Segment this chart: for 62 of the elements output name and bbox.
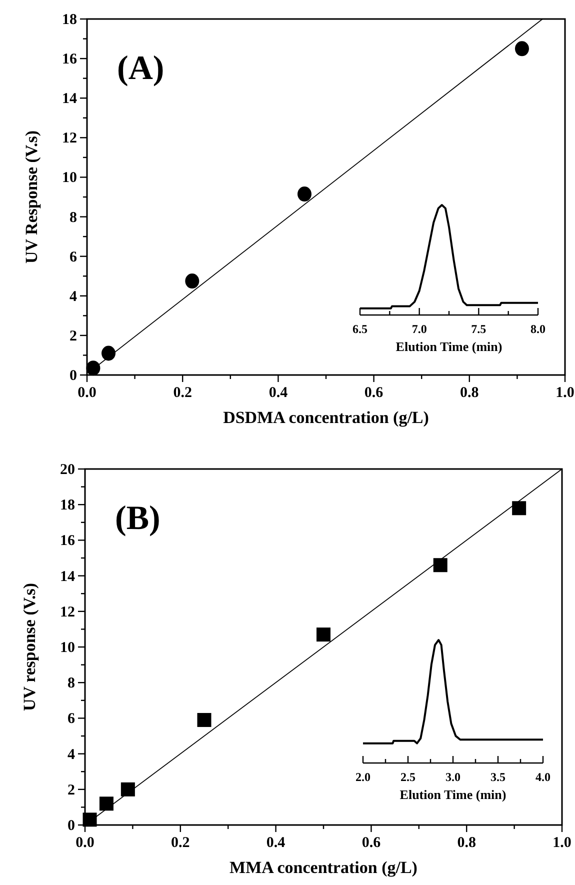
point	[82, 812, 97, 827]
point	[512, 501, 526, 516]
x-tick-label: 7.0	[412, 322, 427, 336]
x-tick-label: 0.4	[268, 385, 288, 401]
x-tick-label: 6.5	[352, 322, 368, 336]
y-tick-label: 6	[68, 711, 76, 728]
y-tick-label: 18	[62, 12, 77, 28]
x-tick-label: 2.5	[400, 770, 416, 784]
y-tick-label: 8	[70, 210, 77, 226]
x-tick-label: 3.5	[490, 770, 506, 784]
x-tick-label: 3.0	[446, 770, 460, 784]
x-tick-label: 0.8	[457, 835, 476, 851]
y-tick-label: 20	[60, 462, 75, 478]
x-tick-label: 8.0	[530, 322, 546, 336]
x-tick-label: 4.0	[536, 770, 550, 784]
y-tick-label: 10	[62, 170, 77, 186]
annotation: (B)	[115, 500, 160, 537]
y-tick-label: 18	[60, 498, 75, 514]
x-tick-label: 0.4	[266, 835, 286, 851]
y-tick-label: 0	[70, 368, 77, 384]
y-tick-label: 2	[70, 328, 77, 344]
y-tick-label: 2	[68, 782, 75, 798]
y-axis-title: UV Response (V.s)	[22, 130, 41, 264]
x-tick-label: 0.0	[76, 835, 94, 851]
y-tick-label: 16	[62, 52, 78, 68]
x-tick-label: 0.6	[362, 835, 382, 851]
x-tick-label: 7.5	[471, 322, 486, 336]
point	[120, 782, 135, 796]
x-axis-title: MMA concentration (g/L)	[230, 858, 418, 877]
point	[514, 41, 529, 56]
y-tick-label: 4	[70, 288, 78, 305]
point	[86, 360, 100, 376]
x-axis-title: Elution Time (min)	[396, 339, 502, 354]
point	[99, 796, 114, 811]
y-axis-title: UV response (V.s)	[20, 583, 39, 711]
point	[433, 558, 448, 572]
y-tick-label: 12	[60, 604, 75, 620]
x-tick-label: 2.0	[356, 770, 370, 784]
x-tick-label: 0.2	[173, 385, 192, 401]
x-tick-label: 1.0	[552, 835, 572, 851]
y-tick-label: 6	[70, 249, 78, 266]
x-tick-label: 0.6	[364, 385, 384, 401]
x-tick-label: 0.2	[171, 835, 190, 851]
x-tick-label: 1.0	[556, 385, 574, 401]
y-tick-label: 4	[68, 746, 76, 763]
x-tick-label: 0.0	[78, 385, 96, 401]
point	[102, 346, 116, 361]
y-tick-label: 12	[62, 130, 77, 147]
y-tick-label: 16	[60, 533, 76, 550]
point	[197, 712, 212, 727]
y-tick-label: 8	[68, 676, 75, 692]
x-tick-label: 0.8	[460, 385, 479, 401]
point	[316, 628, 330, 642]
y-tick-label: 14	[62, 91, 78, 108]
point	[185, 274, 200, 289]
y-tick-label: 0	[68, 818, 75, 834]
annotation: (A)	[117, 50, 164, 87]
y-tick-label: 10	[60, 640, 75, 656]
point	[297, 186, 312, 202]
y-tick-label: 14	[60, 568, 76, 585]
x-axis-title: Elution Time (min)	[400, 787, 506, 802]
x-axis-title: DSDMA concentration (g/L)	[223, 408, 429, 427]
